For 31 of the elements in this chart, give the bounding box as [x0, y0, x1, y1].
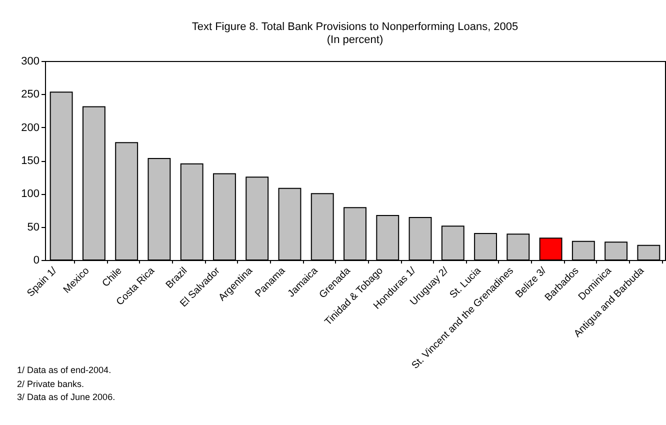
bar — [115, 142, 138, 260]
bar — [310, 193, 334, 260]
y-tick-label: 50 — [27, 221, 40, 234]
bar — [474, 232, 497, 260]
bar — [637, 244, 660, 260]
bar — [539, 238, 562, 260]
chart-title: Text Figure 8. Total Bank Provisions to Nonperforming Loans, 2005 — [192, 21, 518, 33]
bar — [278, 188, 302, 260]
bar — [50, 92, 73, 260]
bar — [82, 106, 106, 260]
bar — [213, 173, 236, 260]
y-tick-label: 150 — [21, 155, 40, 167]
bar — [180, 163, 204, 260]
text: 1/ Data as of end-2004. — [17, 364, 112, 377]
bar — [441, 226, 464, 260]
bar — [408, 217, 432, 260]
bar — [376, 215, 400, 260]
bar — [148, 158, 171, 260]
chart-subtitle: (In percent) — [326, 34, 384, 46]
y-tick-label: 100 — [21, 188, 40, 200]
y-tick-label: 0 — [33, 254, 40, 266]
bar — [506, 234, 530, 260]
y-tick-label: 200 — [21, 122, 40, 134]
y-tick-label: 300 — [21, 56, 40, 68]
text: 2/ Private banks. — [17, 378, 86, 390]
bar — [246, 176, 269, 260]
bar — [572, 240, 595, 260]
text: 3/ Data as of June 2006. — [17, 391, 116, 404]
bar — [604, 242, 628, 260]
bar — [344, 207, 366, 260]
y-tick-label: 250 — [21, 88, 40, 101]
